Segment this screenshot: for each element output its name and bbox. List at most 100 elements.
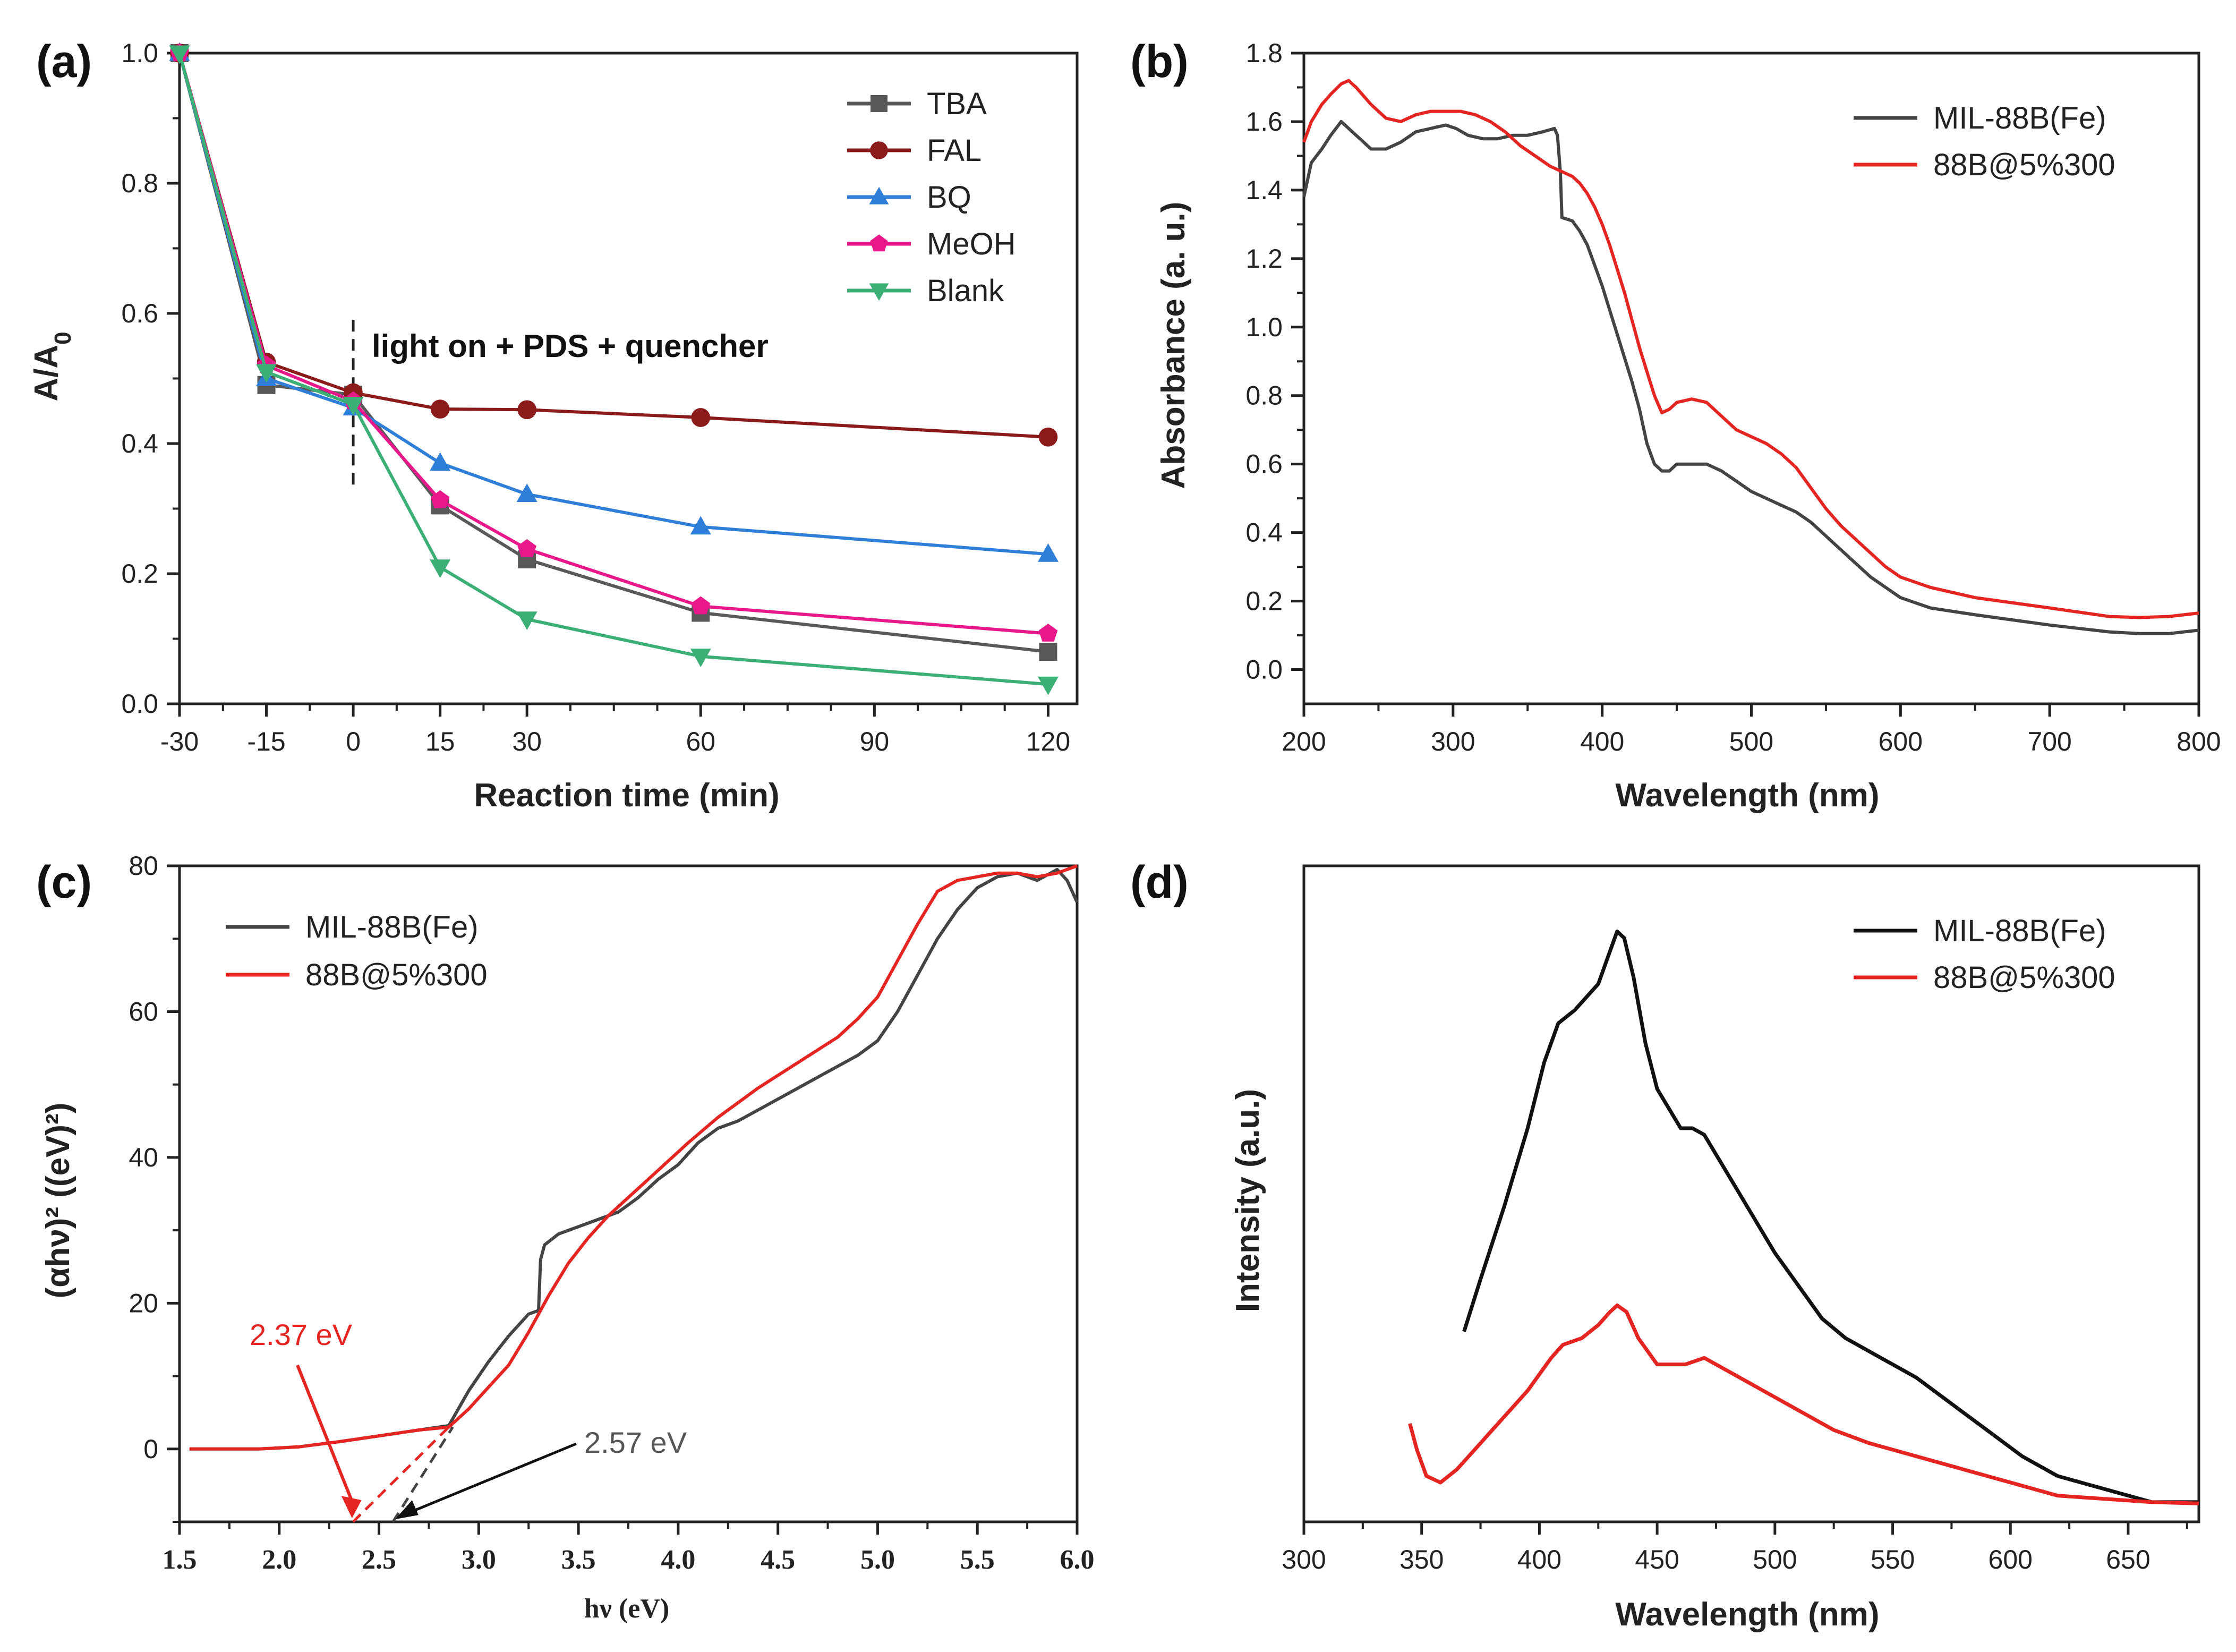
panel-b-ytick-label: 1.0 [1245,312,1283,342]
panel-a-ytick-label: 0.4 [121,429,158,458]
panel-a-series-bq-point [690,516,711,535]
panel-a-series-fal-point [430,399,450,419]
panel-b-plot: 200 300 400 500 600 700 800 0.0 0.2 0.4 0.6 0.8 1.0 1… [1245,38,2221,756]
panel-c-ytick-label: 20 [129,1288,158,1318]
panel-c-xtick-label: 5.5 [960,1545,995,1575]
panel-a-xtick-label: 30 [512,727,542,756]
panel-b-ytick-label: 1.4 [1245,175,1283,205]
panel-c-ylabel: (αhν)² ((eV)²) [40,1103,76,1299]
panel-a-ytick-label: 0.6 [121,299,158,328]
panel-d-plot: 300 350 400 450 500 550 600 650 [1282,864,2200,1574]
panel-a-legend-marker-meoh [870,234,888,252]
panel-a-xtick-label: 0 [346,727,361,756]
panel-d-series-mil88b-line [1462,930,2199,1504]
panel-c-arrow-257 [410,1442,577,1513]
panel-b-legend: MIL-88B(Fe) 88B@5%300 [1854,101,2115,182]
panel-a-series-fal-line [178,53,1048,439]
panel-c-ytick-label: 60 [129,997,158,1026]
panel-d-xtick-label: 500 [1753,1545,1797,1574]
panel-a-series-bq-point [1037,543,1059,562]
panel-c-xtick-label: 3.5 [561,1545,596,1575]
panel-c-arrowhead-257 [395,1500,419,1520]
panel-b-ytick-label: 1.2 [1245,244,1283,274]
panel-d-axes-frame [1302,864,2200,1523]
panel-c-xtick-label: 4.5 [761,1545,795,1575]
panel-c-legend-label: MIL-88B(Fe) [305,910,479,944]
panel-a-xtick-label: -30 [160,727,199,756]
panel-c-xtick-label: 1.5 [163,1545,197,1575]
panel-a-plot: -30 -15 0 15 30 60 90 120 0.0 0.2 0.4 0.6 0.8 1.0 [121,38,1079,756]
panel-c-xtick-label: 4.0 [661,1545,695,1575]
panel-c-xtick-label: 2.5 [362,1545,396,1575]
panel-a-ytick-label: 0.8 [121,168,158,198]
panel-a-series-blank-point [430,559,451,578]
panel-d-xtick-label: 400 [1517,1545,1561,1574]
panel-b-xtick-label: 800 [2177,727,2221,756]
panel-b-legend-label: MIL-88B(Fe) [1933,101,2106,135]
panel-b-ytick-label: 0.8 [1245,381,1283,411]
panel-a-legend-marker-tba [870,95,887,112]
panel-d-ylabel: Intensity (a.u.) [1230,1089,1266,1312]
panel-a-legend: TBA FAL BQ MeOH Blank [847,87,1016,308]
panel-a-series-blank-point [516,611,537,631]
panel-c-arrowhead-237 [341,1496,362,1519]
panel-c-series-88b-line [189,864,1078,1451]
panel-d-legend-label: MIL-88B(Fe) [1933,914,2106,948]
panel-a-series-bq-line [178,53,1048,556]
panel-a-series-fal-point [517,400,537,420]
panel-b: (b) 200 300 400 500 600 700 800 0.0 0.2 0.4 0.6 0.8… [1130,36,2221,814]
panel-c-ytick-label: 40 [129,1143,158,1172]
panel-c-xlabel: hν (eV) [584,1594,669,1624]
panel-a-series-blank-point [690,649,711,667]
panel-a-series-bq-point [516,483,537,502]
panel-d-xtick-label: 550 [1871,1545,1915,1574]
panel-c-ytick-label: 0 [143,1434,158,1464]
panel-a-ytick-label: 0.2 [121,559,158,589]
panel-a-series-tba-point [1039,643,1057,661]
panel-a-xtick-label: -15 [247,727,285,756]
panel-a-legend-label: FAL [927,133,982,168]
panel-b-ytick-label: 0.4 [1245,518,1283,548]
panel-b-ylabel: Absorbance (a. u.) [1155,202,1192,489]
panel-c-ytick-label: 80 [129,851,158,881]
panel-a-series-blank-point [343,397,364,415]
panel-b-xlabel: Wavelength (nm) [1615,777,1879,814]
panel-d-xtick-label: 450 [1635,1545,1679,1574]
panel-a-ytick-label: 1.0 [121,38,158,68]
panel-c-tangent-MIL [391,1426,454,1523]
panel-c-plot: 1.5 2.0 2.5 3.0 3.5 4.0 4.5 5.0 5.5 6.0 0 20 40 60 80 2… [129,851,1094,1575]
panel-a-ytick-label: 0.0 [121,689,158,719]
panel-d-xlabel: Wavelength (nm) [1615,1596,1879,1633]
panel-c-xtick-label: 6.0 [1060,1545,1095,1575]
panel-b-xtick-label: 300 [1431,727,1475,756]
panel-a-xtick-label: 90 [860,727,890,756]
panel-a-xlabel: Reaction time (min) [474,777,779,814]
panel-d-legend: MIL-88B(Fe) 88B@5%300 [1854,914,2115,995]
panel-b-ytick-label: 1.6 [1245,107,1283,137]
panel-a-series-blank-point [1037,676,1059,695]
panel-a-ylabel-sub: 0 [50,331,76,344]
panel-d: (d) 300 350 400 450 500 550 600 650 Wavelength … [1130,857,2200,1633]
panel-b-legend-label: 88B@5%300 [1933,148,2115,182]
panel-a-series-meoh-point [691,596,711,615]
panel-a-series-blank-point [255,364,277,383]
panel-c-series-mil88b-line [189,867,1079,1451]
panel-a-series-fal-point [1038,427,1058,447]
panel-d-xtick-label: 650 [2106,1545,2150,1574]
panel-b-xtick-label: 200 [1282,727,1326,756]
panel-b-letter: (b) [1130,36,1189,87]
panel-a-legend-label: MeOH [927,227,1016,261]
panel-a-legend-label: TBA [927,87,987,121]
panel-a-letter: (a) [36,36,92,87]
panel-d-legend-label: 88B@5%300 [1933,960,2115,995]
panel-a-series-meoh-point [430,490,450,508]
panel-d-xtick-label: 300 [1282,1545,1326,1574]
panel-a-legend-label: Blank [927,274,1004,308]
panel-b-series-88b-line [1302,79,2199,619]
panel-a-series-meoh-point [517,539,536,557]
panel-a-series-bq-point [430,452,451,471]
panel-a-xtick-label: 60 [686,727,715,756]
panel-c-legend: MIL-88B(Fe) 88B@5%300 [226,910,488,992]
panel-c-arrow-237 [296,1364,356,1508]
